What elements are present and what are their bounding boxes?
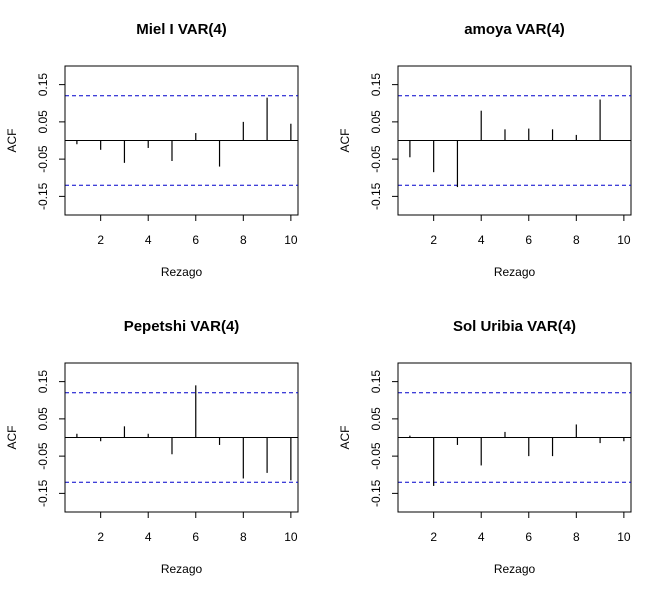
y-tick-label: 0.15 xyxy=(369,73,383,97)
x-tick-label: 10 xyxy=(617,233,631,247)
y-axis-title: ACF xyxy=(5,129,19,153)
panel-2: amoya VAR(4) 2 4 6 8 10 -0.15 -0.05 0.05 0.15 Reza… xyxy=(338,21,632,279)
y-axis-title: ACF xyxy=(5,426,19,450)
x-tick-label: 6 xyxy=(192,233,199,247)
y-tick-label: -0.05 xyxy=(369,442,383,470)
x-axis-title: Rezago xyxy=(161,265,203,279)
y-tick-label: 0.15 xyxy=(36,370,50,394)
y-tick-label: -0.05 xyxy=(36,442,50,470)
x-tick-label: 2 xyxy=(430,530,437,544)
y-tick-label: -0.15 xyxy=(369,479,383,507)
x-tick-label: 6 xyxy=(192,530,199,544)
x-tick-label: 8 xyxy=(240,530,247,544)
x-tick-label: 4 xyxy=(145,233,152,247)
x-tick-label: 4 xyxy=(478,233,485,247)
x-tick-label: 4 xyxy=(478,530,485,544)
y-tick-label: 0.05 xyxy=(369,407,383,431)
y-tick-label: 0.05 xyxy=(36,110,50,134)
y-tick-label: 0.15 xyxy=(369,370,383,394)
y-axis-title: ACF xyxy=(338,426,352,450)
x-tick-label: 4 xyxy=(145,530,152,544)
x-tick-label: 10 xyxy=(284,233,298,247)
y-tick-label: 0.15 xyxy=(36,73,50,97)
x-tick-label: 2 xyxy=(97,233,104,247)
y-axis-title: ACF xyxy=(338,129,352,153)
y-tick-label: 0.05 xyxy=(369,110,383,134)
chart-title: Pepetshi VAR(4) xyxy=(124,318,240,335)
x-tick-label: 8 xyxy=(573,530,580,544)
y-tick-label: 0.05 xyxy=(36,407,50,431)
x-tick-label: 8 xyxy=(240,233,247,247)
chart-title: Miel I VAR(4) xyxy=(136,21,227,38)
x-tick-label: 10 xyxy=(284,530,298,544)
y-tick-label: -0.15 xyxy=(36,479,50,507)
x-axis-title: Rezago xyxy=(161,562,203,576)
x-tick-label: 8 xyxy=(573,233,580,247)
x-tick-label: 2 xyxy=(430,233,437,247)
y-tick-label: -0.05 xyxy=(369,145,383,173)
y-tick-label: -0.15 xyxy=(369,182,383,210)
y-tick-label: -0.05 xyxy=(36,145,50,173)
y-tick-label: -0.15 xyxy=(36,182,50,210)
x-tick-label: 10 xyxy=(617,530,631,544)
x-axis-title: Rezago xyxy=(494,265,536,279)
x-tick-label: 2 xyxy=(97,530,104,544)
chart-title: Sol Uribia VAR(4) xyxy=(453,318,576,335)
x-axis-title: Rezago xyxy=(494,562,536,576)
panel-1: Miel I VAR(4) 2 4 6 8 10 -0.15 -0.05 0.05 0.15 Rez… xyxy=(5,21,299,279)
panel-3: Pepetshi VAR(4) 2 4 6 8 10 -0.15 -0.05 0.05 0.15 R… xyxy=(5,318,299,576)
x-tick-label: 6 xyxy=(525,530,532,544)
panel-4: Sol Uribia VAR(4) 2 4 6 8 10 -0.15 -0.05 0.05 0.1… xyxy=(338,318,632,576)
chart-title: amoya VAR(4) xyxy=(464,21,565,38)
x-tick-label: 6 xyxy=(525,233,532,247)
